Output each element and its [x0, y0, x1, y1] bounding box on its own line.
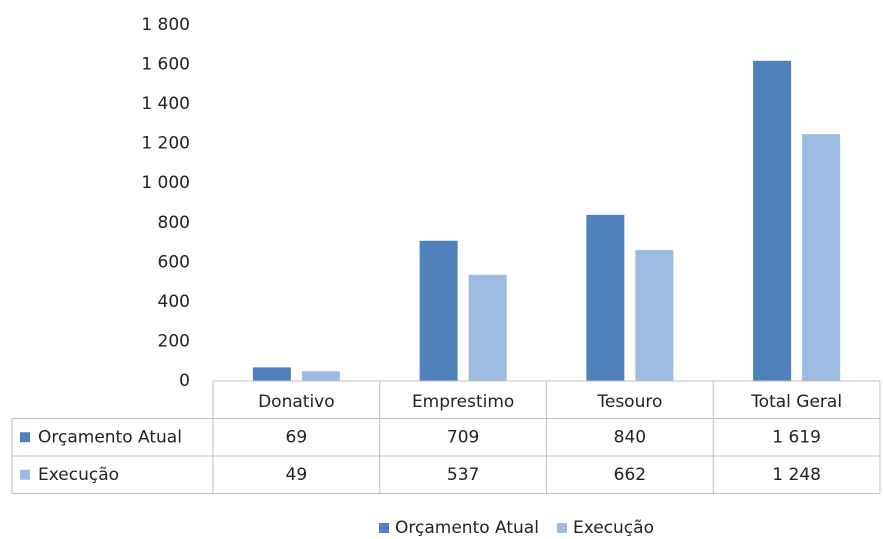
table-value: 69 [286, 427, 308, 447]
legend-label: Execução [573, 518, 654, 538]
bar [468, 274, 507, 381]
table-row-header: Execução [38, 465, 119, 485]
y-tick-label: 1 400 [141, 94, 190, 114]
table-key [20, 432, 30, 443]
bar [802, 134, 841, 381]
bar [753, 60, 792, 381]
table-key [20, 469, 30, 480]
table-value: 840 [614, 427, 646, 447]
legend-label: Orçamento Atual [395, 518, 539, 538]
y-tick-label: 1 800 [141, 15, 190, 35]
y-tick-label: 600 [158, 252, 190, 272]
y-tick-label: 0 [179, 371, 190, 391]
table-value: 49 [286, 465, 308, 485]
bar [419, 240, 458, 381]
x-tick-label: Donativo [258, 392, 335, 412]
table-value: 1 248 [772, 465, 821, 485]
bar [301, 371, 340, 381]
table-row-header: Orçamento Atual [38, 427, 182, 447]
legend-key [556, 523, 567, 533]
bar [252, 367, 291, 381]
x-tick-label: Tesouro [596, 392, 662, 412]
legend-key [379, 523, 390, 533]
y-tick-label: 400 [158, 292, 190, 312]
y-tick-label: 200 [158, 331, 190, 351]
x-tick-label: Total Geral [750, 392, 842, 412]
x-tick-label: Emprestimo [412, 392, 514, 412]
y-tick-label: 1 000 [141, 173, 190, 193]
y-tick-label: 1 600 [141, 55, 190, 75]
table-value: 537 [447, 465, 479, 485]
bar [586, 214, 625, 381]
y-tick-label: 800 [158, 213, 190, 233]
table-value: 709 [447, 427, 479, 447]
bar [635, 250, 674, 381]
y-tick-label: 1 200 [141, 134, 190, 154]
table-value: 662 [614, 465, 646, 485]
table-value: 1 619 [772, 427, 821, 447]
